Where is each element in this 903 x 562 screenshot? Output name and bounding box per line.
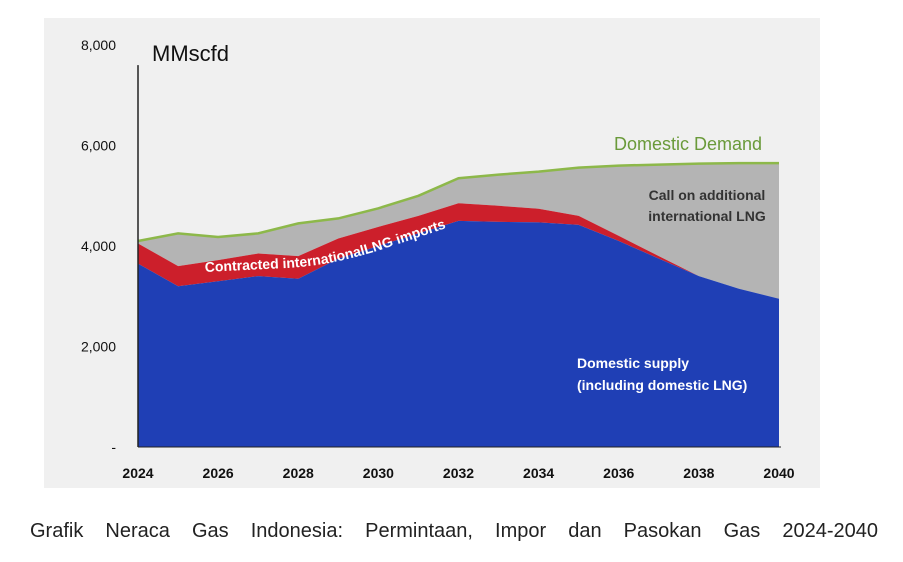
chart: - 2,000 4,000 6,000 8,000 2024 2026 2028 2030 203… (44, 18, 820, 488)
x-tick-label: 2032 (443, 465, 474, 481)
x-tick-label: 2040 (763, 465, 794, 481)
domestic-demand-line (137, 161, 779, 243)
x-tick-label: 2038 (683, 465, 714, 481)
figure-caption: Grafik Neraca Gas Indonesia: Permintaan,… (30, 520, 878, 542)
domestic-demand-label: Domestic Demand (614, 134, 762, 154)
additional-lng-label: international LNG (648, 208, 766, 224)
domestic-supply-area (138, 220, 779, 447)
gas-balance-chart: - 2,000 4,000 6,000 8,000 2024 2026 2028 2030 203… (44, 18, 820, 488)
x-tick-label: 2030 (363, 465, 394, 481)
x-tick-label: 2034 (523, 465, 554, 481)
y-tick-label: - (111, 439, 116, 455)
y-tick-label: 2,000 (81, 339, 116, 355)
y-tick-label: 4,000 (81, 238, 116, 254)
x-tick-label: 2028 (283, 465, 314, 481)
domestic-supply-label: (including domestic LNG) (577, 377, 747, 393)
x-tick-label: 2036 (603, 465, 634, 481)
y-tick-label: 8,000 (81, 37, 116, 53)
additional-lng-label: Call on additional (649, 187, 766, 203)
contracted-lng-area (138, 203, 779, 299)
additional-lng-area (138, 163, 779, 299)
y-tick-label: 6,000 (81, 138, 116, 154)
domestic-supply-label: Domestic supply (577, 355, 689, 371)
x-tick-label: 2024 (122, 465, 153, 481)
x-tick-label: 2026 (203, 465, 234, 481)
unit-label: MMscfd (152, 41, 229, 66)
